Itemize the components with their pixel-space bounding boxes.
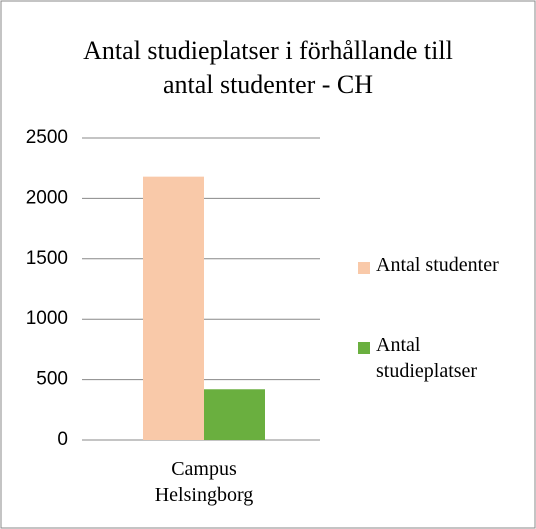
legend-label: Antal studieplatser [376, 334, 478, 382]
legend-swatch [358, 342, 370, 354]
bar [204, 389, 265, 440]
y-tick-label: 500 [36, 369, 68, 390]
y-tick-label: 1000 [26, 308, 68, 329]
y-tick-label: 2500 [26, 127, 68, 148]
y-tick-label: 1500 [26, 248, 68, 269]
legend-label: Antal studenter [376, 254, 499, 276]
legend-swatch [358, 262, 370, 274]
y-tick-label: 2000 [26, 187, 68, 208]
bar [143, 176, 204, 440]
y-tick-label: 0 [57, 429, 68, 450]
x-tick-label: Campus Helsingborg [154, 458, 254, 506]
chart-title: Antal studieplatser i förhållande till a… [83, 36, 453, 99]
